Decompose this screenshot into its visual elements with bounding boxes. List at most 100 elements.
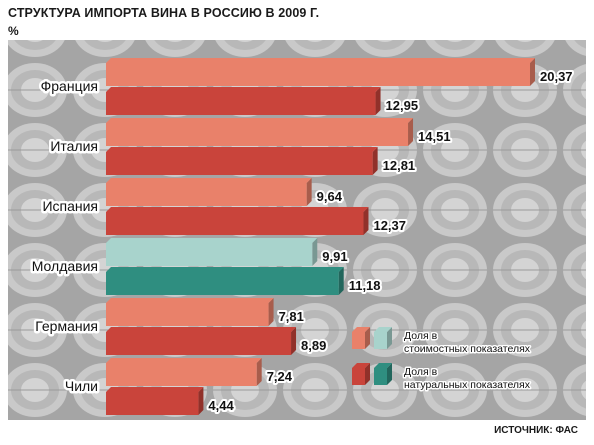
volume-share-bar — [106, 87, 381, 115]
category-label: Германия — [35, 318, 98, 334]
volume-share-bar — [106, 147, 378, 175]
bar-front-face — [106, 363, 257, 386]
bar-top-face — [106, 267, 344, 272]
bar-value-label: 7,24 — [267, 369, 293, 384]
bar-top-face — [106, 207, 369, 212]
bar-top-face — [352, 327, 370, 332]
bar-value-label: 9,64 — [317, 189, 343, 204]
bar-top-face — [106, 118, 414, 123]
bar-top-face — [106, 238, 318, 243]
bar-front-face — [106, 243, 313, 266]
bar-front-face — [106, 123, 409, 146]
category-label: Испания — [42, 198, 98, 214]
category-label-halo: Франция — [41, 78, 98, 94]
bar-side-face — [365, 327, 370, 349]
bar-value-label-halo: 7,24 — [267, 369, 293, 384]
bar-value-label: 12,37 — [373, 218, 406, 233]
category-label-halo: Германия — [35, 318, 98, 334]
value-share-bar — [106, 118, 414, 146]
value-share-bar — [106, 238, 318, 266]
bar-value-label: 20,37 — [540, 69, 573, 84]
bar-top-face — [374, 327, 392, 332]
bar-front-face — [106, 272, 339, 295]
bar-front-face — [106, 212, 364, 235]
bar-value-label: 7,81 — [279, 309, 304, 324]
legend-label-line: Доля в — [404, 330, 438, 342]
volume-share-bar — [106, 387, 204, 415]
category-label-halo: Италия — [50, 138, 98, 154]
bar-front-face — [106, 392, 199, 415]
bar-value-label-halo: 11,18 — [349, 278, 381, 293]
legend-label-halo: Доля в — [404, 366, 438, 378]
bar-front-face — [374, 368, 387, 385]
bar-value-label-halo: 9,64 — [317, 189, 343, 204]
bar-side-face — [375, 87, 381, 115]
bar-top-face — [106, 58, 535, 63]
bar-value-label-halo: 4,44 — [208, 398, 234, 413]
bar-value-label-halo: 14,51 — [418, 129, 451, 144]
bar-side-face — [312, 238, 318, 266]
bar-top-face — [106, 87, 381, 92]
bar-top-face — [106, 147, 378, 152]
bar-top-face — [106, 298, 274, 303]
value-share-bar — [106, 358, 262, 386]
value-share-bar — [106, 298, 274, 326]
bar-side-face — [387, 327, 392, 349]
bar-value-label-halo: 12,81 — [383, 158, 416, 173]
category-label: Франция — [41, 78, 98, 94]
bar-top-face — [106, 327, 297, 332]
bar-side-face — [372, 147, 378, 175]
bar-top-face — [106, 387, 204, 392]
bar-top-face — [352, 363, 370, 368]
bar-top-face — [106, 178, 312, 183]
legend-label-halo: натуральных показателях — [404, 379, 531, 391]
unit-label: % — [8, 24, 19, 38]
bar-value-label-halo: 7,81 — [279, 309, 304, 324]
bar-side-face — [268, 298, 274, 326]
bar-front-face — [106, 152, 373, 175]
category-label: Чили — [65, 378, 98, 394]
bar-side-face — [198, 387, 204, 415]
bar-front-face — [352, 332, 365, 349]
bar-front-face — [106, 92, 376, 115]
bar-side-face — [338, 267, 344, 295]
bar-value-label: 12,95 — [386, 98, 419, 113]
chart-title: СТРУКТУРА ИМПОРТА ВИНА В РОССИЮ В 2009 Г… — [8, 6, 320, 20]
bar-front-face — [106, 183, 307, 206]
source-note: ИСТОЧНИК: ФАС — [494, 425, 578, 436]
volume-share-bar — [106, 207, 369, 235]
bar-value-label-halo: 20,37 — [540, 69, 573, 84]
value-share-bar — [106, 58, 535, 86]
bar-side-face — [306, 178, 312, 206]
value-share-bar — [106, 178, 312, 206]
bar-side-face — [387, 363, 392, 385]
legend-label-line: Доля в — [404, 366, 438, 378]
bar-value-label: 9,91 — [322, 249, 347, 264]
bar-value-label-halo: 12,37 — [373, 218, 406, 233]
legend-label-line: стоимостных показателях — [404, 343, 531, 355]
bar-value-label: 4,44 — [208, 398, 234, 413]
legend-label-line: натуральных показателях — [404, 379, 531, 391]
bar-top-face — [106, 358, 262, 363]
volume-share-bar — [106, 267, 344, 295]
bar-side-face — [530, 58, 535, 86]
legend-label-halo: стоимостных показателях — [404, 343, 531, 355]
bar-side-face — [365, 363, 370, 385]
bar-front-face — [352, 368, 365, 385]
bar-side-face — [408, 118, 414, 146]
category-label-halo: Испания — [42, 198, 98, 214]
bar-front-face — [106, 332, 292, 355]
category-label: Италия — [50, 138, 98, 154]
bar-value-label: 11,18 — [349, 278, 381, 293]
bar-value-label: 14,51 — [418, 129, 451, 144]
category-label: Молдавия — [32, 258, 98, 274]
bar-side-face — [363, 207, 369, 235]
bar-front-face — [106, 63, 530, 86]
category-label-halo: Чили — [65, 378, 98, 394]
bar-value-label: 12,81 — [383, 158, 416, 173]
bar-side-face — [256, 358, 262, 386]
